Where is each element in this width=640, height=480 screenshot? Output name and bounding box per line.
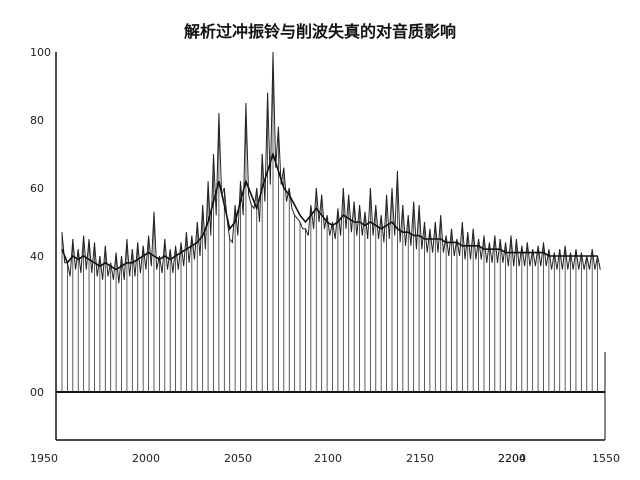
x-tick-label: 2200 xyxy=(498,452,526,465)
x-tick-label: 2204 xyxy=(498,452,526,465)
x-tick-label: 2100 xyxy=(314,452,342,465)
x-tick-label: 1950 xyxy=(30,452,58,465)
axes xyxy=(55,52,606,441)
signal-lines xyxy=(61,51,601,284)
signal-bars xyxy=(61,52,598,392)
y-tick-label: 80 xyxy=(30,114,44,127)
x-tick-label: 2050 xyxy=(224,452,252,465)
peak-line xyxy=(61,51,601,284)
y-tick-label: 60 xyxy=(30,182,44,195)
y-tick-label: 00 xyxy=(30,386,44,399)
x-tick-label: 2150 xyxy=(406,452,434,465)
x-tick-label: 2000 xyxy=(132,452,160,465)
x-tick-label: 1550 xyxy=(592,452,620,465)
envelope-line xyxy=(61,151,598,271)
chart-title: 解析过冲振铃与削波失真的对音质影响 xyxy=(183,22,456,41)
y-tick-label: 40 xyxy=(30,250,44,263)
y-tick-label: 100 xyxy=(30,46,51,59)
